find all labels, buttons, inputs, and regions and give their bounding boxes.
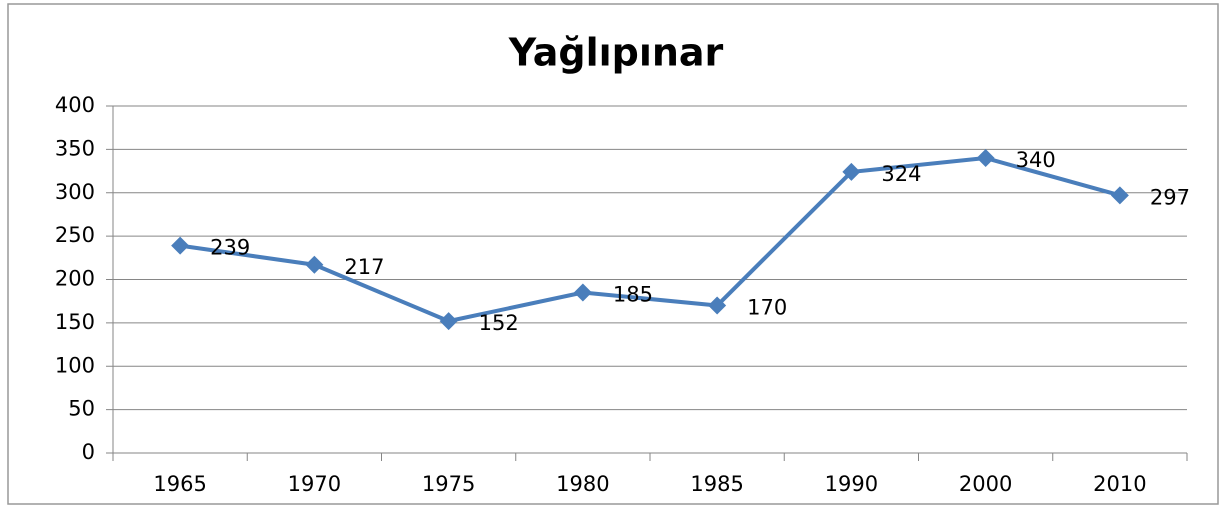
- data-label: 185: [613, 283, 653, 307]
- marker: [708, 296, 727, 315]
- y-tick-label: 50: [68, 397, 95, 421]
- y-tick-label: 350: [55, 136, 95, 160]
- data-label: 152: [479, 311, 519, 335]
- x-tick-label: 1990: [825, 472, 878, 496]
- marker: [976, 149, 995, 168]
- marker: [171, 236, 190, 255]
- chart-title: Yağlıpınar: [508, 31, 724, 75]
- data-label: 239: [210, 236, 250, 260]
- marker: [439, 312, 458, 331]
- y-tick-label: 150: [55, 310, 95, 334]
- x-tick-label: 2000: [959, 472, 1012, 496]
- data-label: 297: [1150, 185, 1190, 209]
- x-tick-label: 1970: [288, 472, 341, 496]
- x-tick-label: 1985: [690, 472, 743, 496]
- x-tick-label: 1965: [153, 472, 206, 496]
- marker: [573, 283, 592, 302]
- data-label: 340: [1016, 148, 1056, 172]
- y-tick-label: 200: [55, 267, 95, 291]
- x-tick-label: 2010: [1093, 472, 1146, 496]
- x-tick-label: 1975: [422, 472, 475, 496]
- data-label: 170: [747, 296, 787, 320]
- chart-frame: [7, 3, 1219, 505]
- x-tick-label: 1980: [556, 472, 609, 496]
- line: [179, 156, 1121, 324]
- y-tick-label: 0: [82, 440, 95, 464]
- data-label: 217: [344, 255, 384, 279]
- y-tick-label: 300: [55, 180, 95, 204]
- data-label: 324: [881, 162, 921, 186]
- y-tick-label: 250: [55, 223, 95, 247]
- y-tick-label: 400: [55, 93, 95, 117]
- y-tick-label: 100: [55, 353, 95, 377]
- marker: [305, 255, 324, 274]
- marker: [842, 162, 861, 181]
- marker: [1110, 186, 1129, 205]
